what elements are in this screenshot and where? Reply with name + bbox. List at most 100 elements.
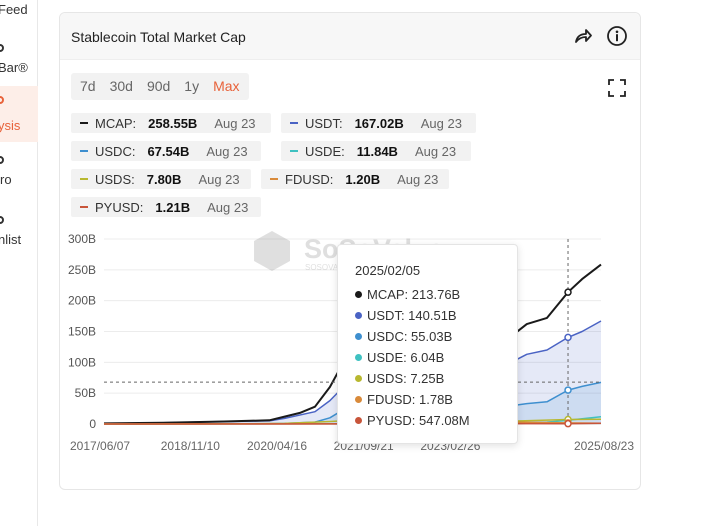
legend-value: 258.55B	[148, 115, 198, 131]
x-tick-label: 2017/06/07	[70, 439, 130, 453]
nav-icon	[0, 216, 4, 224]
legend-date: Aug 23	[414, 143, 457, 159]
nav-item-label: nlist	[0, 232, 22, 247]
legend-item-usdc[interactable]: USDC: 67.54B Aug 23	[71, 141, 261, 161]
marker-usdt	[564, 333, 572, 342]
legend-name: USDS:	[95, 171, 135, 187]
nav-item-label: Bar®	[0, 60, 28, 75]
fullscreen-icon[interactable]	[606, 77, 628, 99]
tooltip-row: PYUSD: 547.08M	[355, 410, 517, 431]
tooltip-dot	[355, 291, 362, 298]
legend-date: Aug 23	[207, 199, 249, 215]
legend-name: USDC:	[95, 143, 136, 159]
legend-item-usde[interactable]: USDE: 11.84B Aug 23	[281, 141, 471, 161]
nav-item-0[interactable]: Feed	[0, 0, 38, 50]
tooltip-dot	[355, 417, 362, 424]
range-90d[interactable]: 90d	[146, 78, 171, 94]
left-nav: Feed Bar® ysis ro nlist	[0, 0, 38, 526]
tooltip-value: USDS: 7.25B	[367, 371, 445, 386]
tooltip-row: USDT: 140.51B	[355, 305, 517, 326]
legend-name: USDT:	[305, 115, 343, 131]
tooltip-value: FDUSD: 1.78B	[367, 392, 453, 407]
legend-swatch	[290, 150, 298, 152]
legend-value: 1.21B	[155, 199, 191, 215]
legend-date: Aug 23	[206, 143, 248, 159]
tooltip-row: FDUSD: 1.78B	[355, 389, 517, 410]
tooltip-row: USDS: 7.25B	[355, 368, 517, 389]
y-tick-label: 0	[89, 417, 96, 431]
tooltip-value: MCAP: 213.76B	[367, 287, 461, 302]
tooltip-dot	[355, 375, 362, 382]
tooltip-value: USDT: 140.51B	[367, 308, 457, 323]
tooltip-dot	[355, 333, 362, 340]
nav-item-2[interactable]: ysis	[0, 86, 38, 142]
range-max[interactable]: Max	[213, 78, 240, 94]
tooltip-row: MCAP: 213.76B	[355, 284, 517, 305]
y-tick-label: 300B	[68, 232, 96, 246]
range-7d[interactable]: 7d	[80, 78, 96, 94]
legend-value: 7.80B	[146, 171, 182, 187]
time-range-selector: 7d 30d 90d 1y Max	[71, 73, 249, 100]
legend-swatch	[80, 122, 88, 124]
x-tick-label: 2018/11/10	[161, 439, 220, 453]
marker-mcap	[564, 288, 572, 296]
legend-name: FDUSD:	[285, 171, 334, 187]
y-tick-label: 200B	[68, 294, 96, 308]
legend-value: 11.84B	[356, 143, 398, 159]
tooltip-dot	[355, 354, 362, 361]
tooltip-dot	[355, 312, 362, 319]
card-title: Stablecoin Total Market Cap	[71, 29, 246, 45]
legend-swatch	[80, 206, 88, 208]
marker-pyusd	[564, 419, 572, 428]
legend-name: MCAP:	[95, 115, 137, 131]
nav-item-3[interactable]: ro	[0, 152, 38, 202]
legend-name: USDE:	[305, 143, 345, 159]
y-tick-label: 150B	[68, 325, 96, 339]
legend-date: Aug 23	[397, 171, 439, 187]
nav-icon	[0, 96, 4, 104]
legend-date: Aug 23	[214, 115, 256, 131]
legend-item-usdt[interactable]: USDT: 167.02B Aug 23	[281, 113, 476, 133]
range-1y[interactable]: 1y	[184, 78, 200, 94]
x-tick-label: 2025/08/23	[574, 439, 634, 453]
y-tick-label: 100B	[68, 355, 96, 369]
legend-swatch	[80, 150, 88, 152]
tooltip-value: USDC: 55.03B	[367, 329, 453, 344]
tooltip-date: 2025/02/05	[355, 263, 421, 278]
tooltip-dot	[355, 396, 362, 403]
watermark-hex-icon	[254, 231, 290, 271]
legend-value: 167.02B	[354, 115, 404, 131]
legend-value: 67.54B	[147, 143, 190, 159]
range-30d[interactable]: 30d	[109, 78, 133, 94]
nav-icon	[0, 156, 4, 164]
legend-item-mcap[interactable]: MCAP: 258.55B Aug 23	[71, 113, 271, 133]
nav-item-label: ro	[0, 172, 12, 187]
tooltip-row: USDC: 55.03B	[355, 326, 517, 347]
y-tick-label: 50B	[75, 386, 96, 400]
nav-icon	[0, 44, 4, 52]
legend-date: Aug 23	[198, 171, 240, 187]
nav-item-4[interactable]: nlist	[0, 212, 38, 262]
legend-swatch	[270, 178, 278, 180]
nav-item-1[interactable]: Bar®	[0, 40, 38, 90]
share-icon[interactable]	[572, 25, 594, 47]
watermark-subtext: SOSOVALUE	[305, 263, 354, 272]
legend-name: PYUSD:	[95, 199, 144, 215]
tooltip-row: USDE: 6.04B	[355, 347, 517, 368]
legend-item-pyusd[interactable]: PYUSD: 1.21B Aug 23	[71, 197, 261, 217]
nav-item-label: ysis	[0, 118, 21, 133]
nav-item-label: Feed	[0, 2, 28, 17]
legend-date: Aug 23	[420, 115, 462, 131]
legend-item-usds[interactable]: USDS: 7.80B Aug 23	[71, 169, 251, 189]
tooltip-value: PYUSD: 547.08M	[367, 413, 470, 428]
legend-value: 1.20B	[345, 171, 381, 187]
info-icon[interactable]	[606, 25, 628, 47]
card-header: Stablecoin Total Market Cap	[60, 13, 640, 60]
legend-swatch	[80, 178, 88, 180]
tooltip-value: USDE: 6.04B	[367, 350, 445, 365]
chart-tooltip: 2025/02/05 MCAP: 213.76B USDT: 140.51B USD…	[337, 244, 518, 444]
legend-swatch	[290, 122, 298, 124]
y-tick-label: 250B	[68, 263, 96, 277]
legend-item-fdusd[interactable]: FDUSD: 1.20B Aug 23	[261, 169, 449, 189]
marker-usdc	[564, 386, 572, 394]
